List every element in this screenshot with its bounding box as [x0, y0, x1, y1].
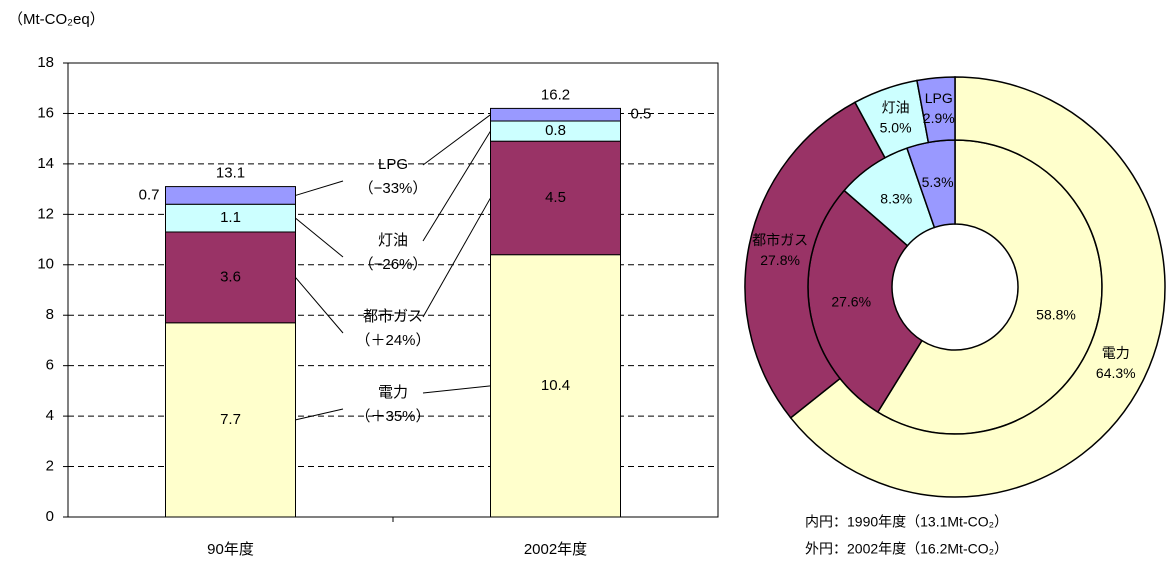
donut-slice — [789, 76, 1166, 498]
y-tick-label: 14 — [37, 155, 54, 172]
slice-label: 27.6% — [831, 293, 871, 309]
donut-slice — [744, 101, 887, 419]
value-label: 0.8 — [545, 122, 566, 139]
x-tick-label: 2002年度 — [524, 541, 587, 558]
bar-segment — [490, 254, 621, 518]
slice-label: 2.9% — [923, 110, 955, 126]
series-change: （＋35%） — [355, 408, 430, 425]
series-change: （−26%） — [359, 256, 428, 273]
total-label: 13.1 — [216, 165, 245, 182]
ring-caption: 内円：1990年度（13.1Mt-CO₂） — [805, 514, 1008, 530]
bar-segment — [165, 203, 296, 233]
bar-segment — [490, 140, 621, 256]
y-tick-label: 18 — [37, 54, 54, 71]
slice-label: 64.3% — [1096, 365, 1136, 381]
leader-line — [422, 197, 491, 318]
series-name: LPG — [378, 156, 408, 173]
y-tick-label: 12 — [37, 205, 54, 222]
series-name: 灯油 — [378, 232, 408, 249]
value-label: 3.6 — [220, 268, 241, 285]
slice-name: 都市ガス — [752, 232, 808, 248]
series-change: （＋24%） — [355, 332, 430, 349]
leader-line — [295, 408, 344, 421]
value-label: 7.7 — [220, 411, 241, 428]
y-tick-label: 16 — [37, 104, 54, 121]
ring-caption: 外円：2002年度（16.2Mt-CO₂） — [805, 541, 1008, 557]
donut-slice — [916, 76, 956, 144]
y-tick-label: 8 — [46, 306, 54, 323]
y-tick-label: 2 — [46, 458, 54, 475]
slice-label: 27.8% — [760, 252, 800, 268]
slice-name: 電力 — [1102, 345, 1130, 361]
leader-line — [422, 130, 491, 242]
leader-line — [422, 385, 491, 394]
slice-label: 8.3% — [880, 191, 912, 207]
value-label: 1.1 — [220, 209, 241, 226]
unit-label: （Mt-CO₂eq） — [8, 11, 105, 28]
value-label: 10.4 — [541, 377, 570, 394]
value-label: 4.5 — [545, 189, 566, 206]
series-name: 電力 — [378, 384, 408, 401]
leader-line — [295, 277, 344, 334]
value-label: 0.7 — [139, 186, 160, 203]
bar-segment — [490, 107, 621, 122]
bar-segment — [165, 186, 296, 205]
y-tick-label: 10 — [37, 256, 54, 273]
leader-line — [295, 217, 344, 258]
leader-line — [295, 180, 344, 196]
slice-name: LPG — [925, 90, 953, 106]
leader-line — [422, 114, 491, 166]
series-change: （−33%） — [359, 180, 428, 197]
y-tick-label: 0 — [46, 508, 54, 525]
value-label: 0.5 — [631, 106, 652, 123]
slice-label: 5.0% — [880, 119, 912, 135]
y-tick-label: 6 — [46, 357, 54, 374]
slice-label: 58.8% — [1036, 306, 1076, 322]
total-label: 16.2 — [541, 86, 570, 103]
series-name: 都市ガス — [363, 308, 423, 325]
x-tick-label: 90年度 — [207, 541, 254, 558]
slice-label: 5.3% — [922, 174, 954, 190]
slice-name: 灯油 — [882, 99, 910, 115]
y-tick-label: 4 — [46, 407, 54, 424]
